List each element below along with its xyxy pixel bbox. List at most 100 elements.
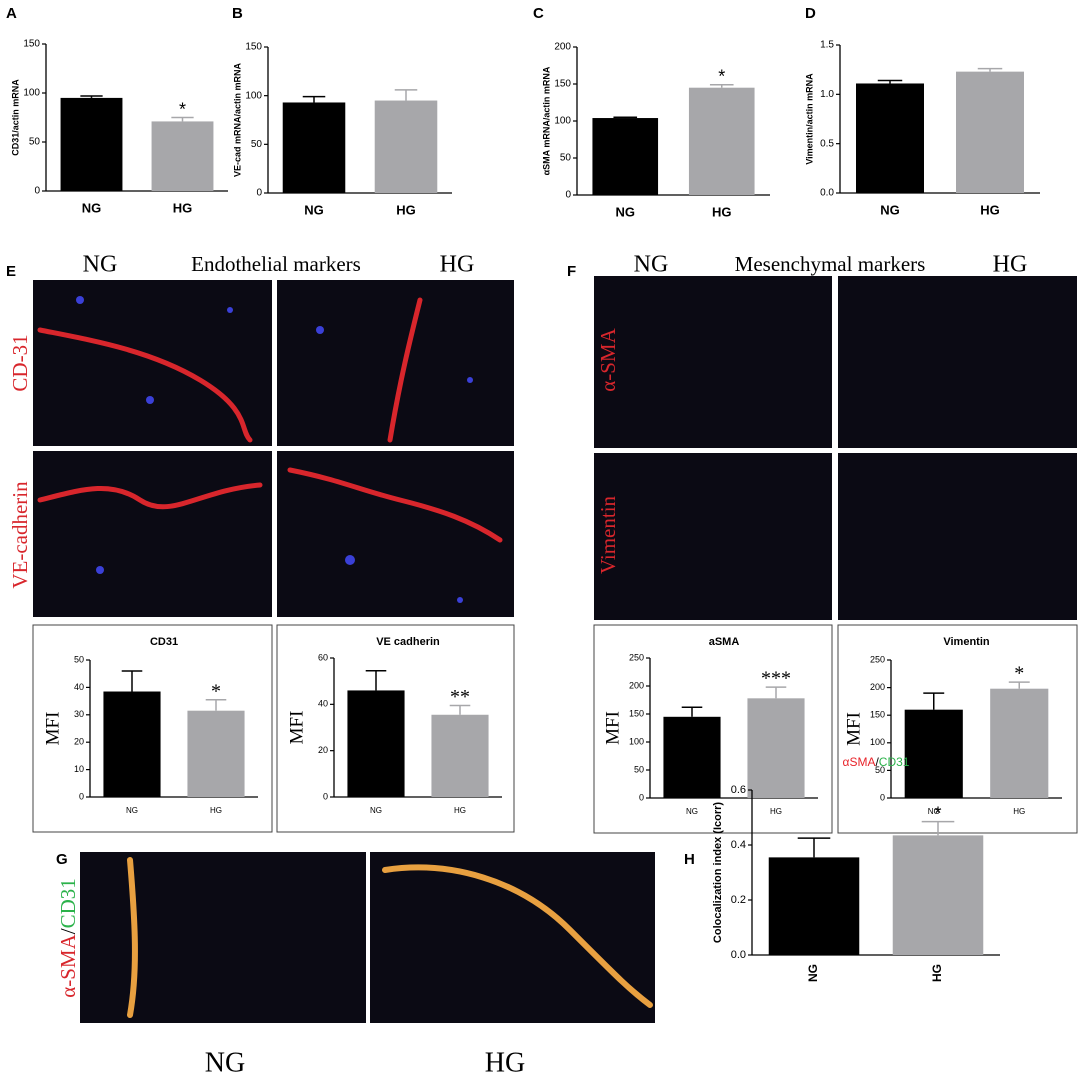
- x-tick-label: NG: [806, 964, 820, 982]
- x-tick-label: HG: [396, 202, 416, 217]
- bar: [151, 121, 214, 191]
- row-label: Vimentin: [596, 495, 620, 574]
- micrograph: [838, 276, 1077, 448]
- y-axis-label: VE-cad mRNA/actin mRNA: [232, 62, 242, 177]
- y-tick-label: 200: [870, 682, 885, 692]
- y-axis-label: αSMA mRNA/actin mRNA: [541, 66, 551, 175]
- error-bar: [205, 698, 227, 711]
- error-bar: [80, 95, 103, 98]
- error-bar: [877, 79, 903, 84]
- bar: [431, 714, 489, 797]
- error-bar: [797, 837, 831, 858]
- column-label: HG: [440, 252, 475, 278]
- y-tick-label: 100: [629, 736, 644, 746]
- error-bar: [302, 95, 326, 103]
- y-axis-label: MFI: [843, 712, 864, 746]
- y-axis-label: Vimentin/actin mRNA: [804, 73, 814, 165]
- bar: [60, 97, 123, 191]
- chart-frame: [32, 624, 273, 833]
- y-tick-label: 20: [318, 745, 328, 755]
- y-tick-label: 100: [870, 737, 885, 747]
- error-bar: [171, 116, 194, 122]
- y-tick-label: 100: [554, 116, 571, 127]
- bar: [892, 835, 984, 955]
- x-tick-label: NG: [304, 202, 324, 217]
- error-bar: [681, 706, 703, 717]
- bar: [282, 102, 346, 193]
- y-tick-label: 0: [323, 791, 328, 801]
- y-tick-label: 250: [629, 652, 644, 662]
- significance-label: *: [211, 680, 221, 702]
- chart-frame: [593, 624, 833, 834]
- y-tick-label: 100: [245, 90, 262, 101]
- y-tick-label: 150: [245, 42, 262, 53]
- chart-title: CD31: [150, 636, 178, 648]
- significance-label: **: [450, 686, 470, 708]
- y-tick-label: 0: [880, 792, 885, 802]
- column-label: HG: [485, 1047, 525, 1078]
- column-label: HG: [993, 252, 1028, 278]
- x-tick-label: HG: [1013, 807, 1025, 816]
- x-tick-label: HG: [210, 806, 222, 815]
- micrograph: [594, 276, 832, 448]
- x-tick-label: NG: [370, 806, 382, 815]
- x-tick-label: HG: [712, 204, 732, 219]
- chart-title-part: /: [875, 755, 879, 769]
- bar: [768, 857, 860, 955]
- y-tick-label: 250: [870, 654, 885, 664]
- bar: [347, 690, 405, 797]
- chart-title: αSMA/CD31: [843, 755, 910, 769]
- y-axis-label: Colocalization index (Icorr): [712, 802, 724, 944]
- y-tick-label: 150: [629, 708, 644, 718]
- x-tick-label: HG: [930, 964, 944, 982]
- y-tick-label: 1.5: [820, 40, 834, 51]
- y-axis-label: MFI: [286, 711, 307, 745]
- error-bar: [921, 820, 955, 836]
- y-tick-label: 40: [318, 699, 328, 709]
- bar: [592, 118, 659, 195]
- bar: [856, 83, 924, 193]
- panel-letter: A: [6, 5, 17, 22]
- panel-letter: D: [805, 5, 816, 22]
- x-tick-label: NG: [616, 204, 636, 219]
- y-tick-label: 0: [79, 791, 84, 801]
- micrograph: [33, 280, 272, 446]
- column-label: NG: [634, 252, 669, 278]
- y-tick-label: 0.0: [731, 949, 746, 961]
- error-bar: [613, 116, 638, 119]
- x-tick-label: HG: [454, 806, 466, 815]
- bar: [956, 71, 1024, 193]
- panel-title: Mesenchymal markers: [735, 252, 926, 276]
- x-tick-label: HG: [173, 200, 193, 215]
- bar: [103, 691, 161, 797]
- row-label: α-SMA: [596, 327, 620, 391]
- x-tick-label: NG: [880, 202, 900, 217]
- y-tick-label: 50: [875, 765, 885, 775]
- row-label: VE-cadherin: [8, 481, 32, 589]
- micrograph: [80, 852, 366, 1023]
- y-tick-label: 50: [74, 654, 84, 664]
- error-bar: [365, 669, 387, 691]
- y-tick-label: 200: [554, 42, 571, 53]
- y-axis-label: MFI: [42, 712, 63, 746]
- bar: [688, 87, 755, 195]
- error-bar: [709, 83, 734, 88]
- y-tick-label: 50: [560, 153, 572, 164]
- panel-letter: C: [533, 5, 544, 22]
- y-tick-label: 0: [639, 792, 644, 802]
- micrograph: [838, 453, 1077, 620]
- bar: [187, 710, 245, 797]
- column-label: NG: [205, 1047, 245, 1078]
- bar: [663, 716, 721, 798]
- panel-letter: G: [56, 851, 68, 868]
- error-bar: [394, 89, 418, 101]
- micrograph: [33, 451, 272, 617]
- row-label: α-SMA/CD31: [56, 878, 80, 998]
- y-tick-label: 20: [74, 737, 84, 747]
- significance-label: *: [179, 99, 186, 119]
- error-bar: [765, 686, 787, 699]
- x-tick-label: NG: [82, 200, 102, 215]
- x-tick-label: NG: [686, 807, 698, 816]
- y-tick-label: 0.5: [820, 138, 834, 149]
